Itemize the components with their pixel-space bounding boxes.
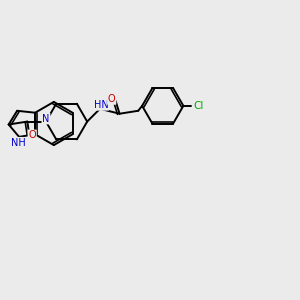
- Text: Cl: Cl: [193, 101, 203, 111]
- Text: O: O: [28, 130, 36, 140]
- Text: NH: NH: [11, 138, 26, 148]
- Text: O: O: [108, 94, 116, 104]
- Text: N: N: [42, 114, 50, 124]
- Text: HN: HN: [94, 100, 108, 110]
